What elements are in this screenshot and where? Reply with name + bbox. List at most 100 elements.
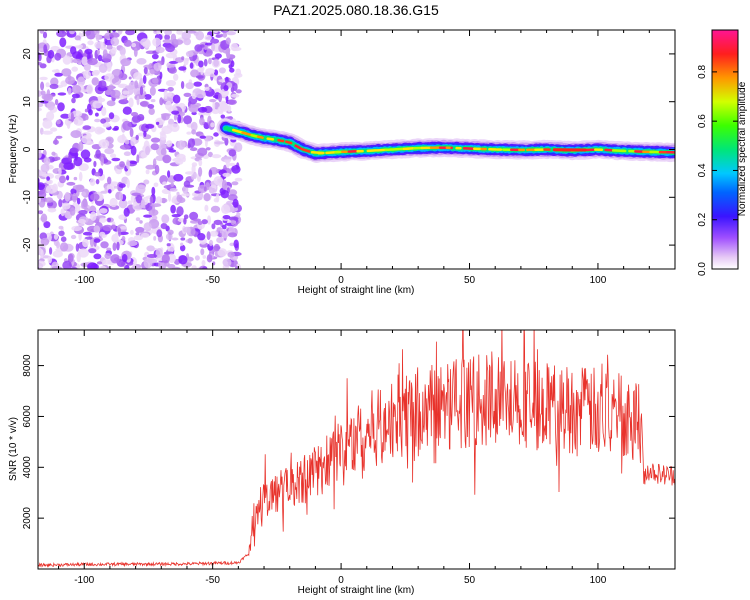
- noise-blob: [225, 95, 229, 102]
- noise-blob: [139, 30, 145, 34]
- noise-blob: [99, 217, 107, 223]
- noise-blob: [127, 240, 138, 247]
- noise-blob: [150, 137, 161, 143]
- noise-blob: [41, 173, 51, 178]
- noise-blob: [45, 82, 50, 88]
- noise-blob: [225, 160, 230, 169]
- noise-blob: [189, 62, 194, 69]
- noise-blob: [145, 124, 155, 129]
- noise-blob: [136, 58, 147, 65]
- noise-blob: [222, 32, 228, 38]
- noise-blob: [214, 53, 222, 59]
- noise-blob: [95, 179, 100, 185]
- noise-blob: [47, 49, 55, 59]
- noise-blob: [180, 244, 186, 252]
- noise-blob: [98, 139, 110, 149]
- noise-blob: [99, 231, 106, 237]
- noise-blob: [87, 40, 94, 46]
- noise-blob: [180, 24, 189, 30]
- noise-blob: [183, 92, 192, 97]
- noise-blob: [93, 160, 97, 168]
- noise-blob: [74, 35, 81, 41]
- noise-blob: [111, 157, 121, 162]
- noise-blob: [90, 193, 100, 201]
- noise-blob: [129, 127, 134, 138]
- noise-blob: [122, 106, 132, 115]
- noise-blob: [206, 231, 211, 241]
- noise-blob: [77, 76, 86, 86]
- noise-blob: [64, 191, 71, 202]
- noise-blob: [111, 78, 117, 84]
- noise-blob: [180, 237, 186, 241]
- noise-blob: [81, 135, 92, 144]
- noise-blob: [87, 262, 98, 269]
- noise-blob: [78, 44, 83, 49]
- noise-blob: [228, 189, 238, 197]
- noise-blob: [70, 130, 82, 139]
- noise-blob: [203, 58, 208, 67]
- noise-blob: [39, 30, 45, 34]
- track-peak: [366, 149, 377, 153]
- noise-blob: [58, 230, 65, 237]
- noise-blob: [211, 43, 216, 52]
- noise-blob: [92, 100, 103, 109]
- noise-blob: [161, 214, 170, 224]
- noise-blob: [167, 87, 174, 92]
- noise-blob: [123, 207, 130, 217]
- noise-blob: [150, 99, 156, 103]
- noise-blob: [139, 101, 149, 107]
- track-peak: [277, 138, 285, 143]
- noise-blob: [199, 117, 205, 126]
- noise-blob: [89, 178, 96, 186]
- noise-blob: [214, 88, 221, 93]
- noise-blob: [231, 164, 241, 174]
- noise-blob: [228, 162, 236, 167]
- noise-blob: [59, 175, 66, 184]
- noise-blob: [222, 224, 227, 230]
- noise-blob: [165, 44, 176, 53]
- noise-blob: [82, 231, 93, 236]
- noise-blob: [93, 238, 101, 243]
- noise-blob: [149, 86, 156, 96]
- noise-blob: [78, 210, 88, 215]
- noise-blob: [150, 143, 160, 151]
- noise-blob: [42, 31, 48, 39]
- track-peak: [300, 147, 311, 153]
- noise-blob: [97, 54, 103, 62]
- noise-blob: [170, 182, 175, 188]
- noise-blob: [200, 67, 204, 75]
- noise-blob: [140, 199, 145, 207]
- noise-blob: [222, 258, 232, 267]
- noise-blob: [96, 261, 103, 265]
- noise-blob: [156, 24, 161, 29]
- noise-blob: [32, 140, 35, 147]
- noise-blob: [59, 37, 67, 48]
- noise-blob: [117, 227, 122, 237]
- noise-blob: [176, 30, 184, 35]
- noise-blob: [166, 243, 171, 247]
- noise-blob: [135, 217, 141, 222]
- noise-blob: [69, 207, 76, 216]
- noise-blob: [94, 171, 101, 177]
- noise-blob: [202, 255, 207, 259]
- noise-blob: [102, 259, 112, 265]
- noise-blob: [164, 30, 172, 36]
- noise-blob: [139, 220, 143, 224]
- spectrogram-x-tick-label: 100: [590, 275, 607, 286]
- noise-blob: [156, 30, 160, 35]
- noise-blob: [131, 42, 137, 48]
- noise-blob: [182, 24, 186, 29]
- noise-blob: [62, 55, 72, 65]
- noise-blob: [104, 252, 112, 260]
- noise-blob: [221, 229, 229, 239]
- noise-blob: [145, 164, 155, 170]
- noise-blob: [155, 46, 165, 54]
- noise-blob: [106, 30, 111, 33]
- noise-blob: [149, 68, 156, 75]
- noise-blob: [87, 58, 98, 66]
- noise-blob: [178, 66, 187, 71]
- noise-blob: [222, 215, 231, 220]
- noise-blob: [229, 67, 235, 73]
- noise-blob: [71, 84, 82, 94]
- noise-blob: [70, 234, 77, 240]
